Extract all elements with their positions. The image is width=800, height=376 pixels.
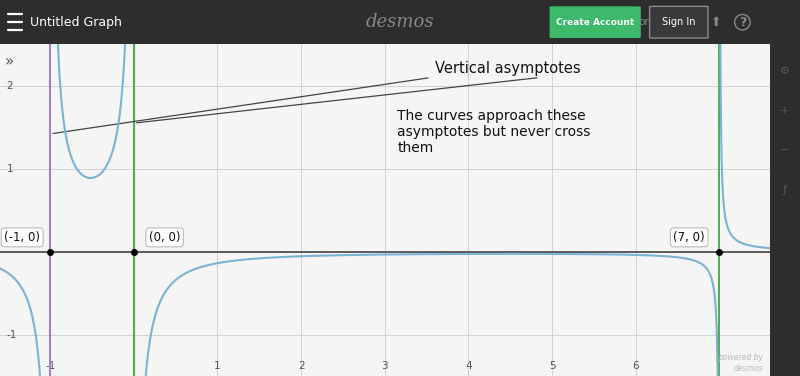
Text: 2: 2 xyxy=(298,361,305,371)
Text: (0, 0): (0, 0) xyxy=(149,231,181,244)
Text: -1: -1 xyxy=(6,329,17,340)
Text: 5: 5 xyxy=(549,361,555,371)
Text: or: or xyxy=(638,17,650,27)
Text: 1: 1 xyxy=(214,361,221,371)
Text: Create Account: Create Account xyxy=(556,18,634,27)
Text: ?: ? xyxy=(738,16,746,29)
Text: 6: 6 xyxy=(633,361,639,371)
Text: The curves approach these
asymptotes but never cross
them: The curves approach these asymptotes but… xyxy=(398,109,590,155)
FancyBboxPatch shape xyxy=(650,6,708,38)
Text: -1: -1 xyxy=(45,361,55,371)
Text: »: » xyxy=(4,54,14,69)
Text: ⬆: ⬆ xyxy=(710,16,722,29)
Text: 4: 4 xyxy=(465,361,472,371)
Text: 1: 1 xyxy=(6,164,14,174)
Text: ƒ: ƒ xyxy=(782,185,786,195)
Text: +: + xyxy=(780,106,790,116)
Text: powered by
desmos: powered by desmos xyxy=(718,353,763,373)
Text: desmos: desmos xyxy=(366,13,434,31)
Text: Untitled Graph: Untitled Graph xyxy=(30,16,122,29)
FancyBboxPatch shape xyxy=(550,6,641,38)
Text: −: − xyxy=(780,146,790,156)
Text: ⚙: ⚙ xyxy=(780,66,790,76)
Text: (7, 0): (7, 0) xyxy=(674,231,705,244)
Text: 3: 3 xyxy=(382,361,388,371)
Text: (-1, 0): (-1, 0) xyxy=(4,231,40,244)
Text: Vertical asymptotes: Vertical asymptotes xyxy=(435,61,581,76)
Text: Sign In: Sign In xyxy=(662,17,695,27)
Text: 2: 2 xyxy=(6,81,14,91)
